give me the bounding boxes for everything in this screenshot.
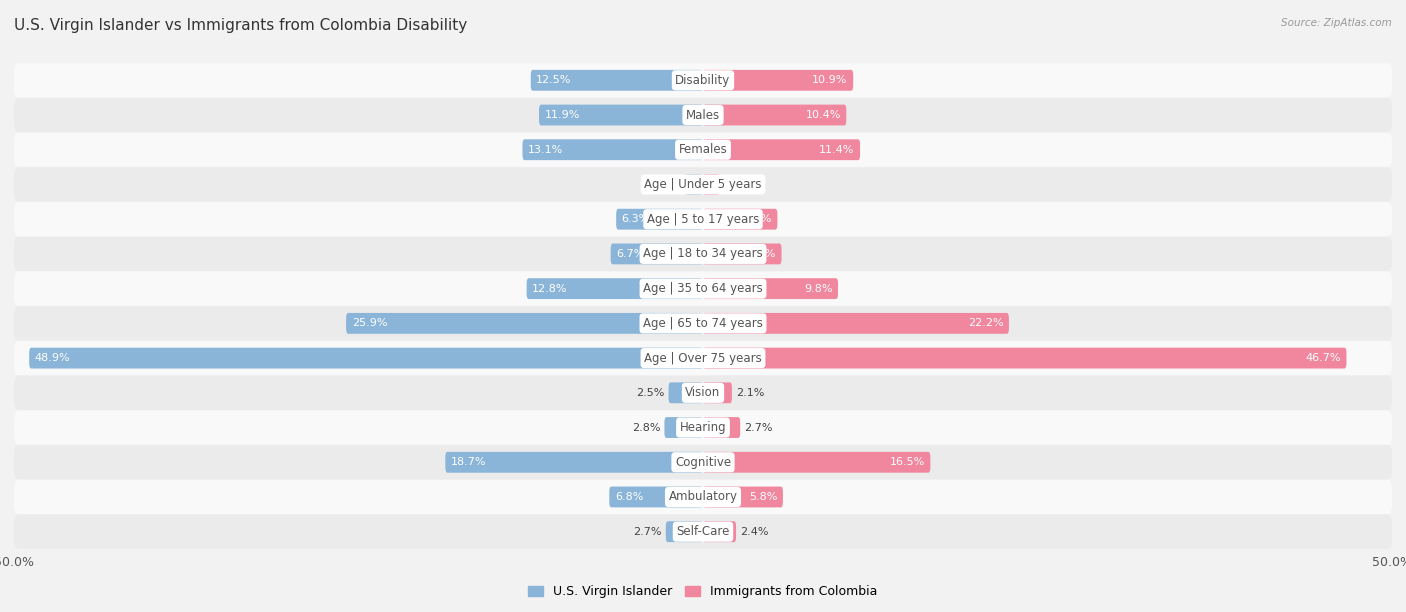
FancyBboxPatch shape bbox=[523, 140, 703, 160]
FancyBboxPatch shape bbox=[14, 446, 1392, 479]
Text: 1.3%: 1.3% bbox=[652, 179, 681, 190]
Text: 9.8%: 9.8% bbox=[804, 283, 832, 294]
Text: 6.7%: 6.7% bbox=[616, 249, 644, 259]
Text: 13.1%: 13.1% bbox=[529, 145, 564, 155]
FancyBboxPatch shape bbox=[14, 202, 1392, 236]
Text: Disability: Disability bbox=[675, 74, 731, 87]
Text: 18.7%: 18.7% bbox=[451, 457, 486, 467]
FancyBboxPatch shape bbox=[665, 417, 703, 438]
Text: 6.3%: 6.3% bbox=[621, 214, 650, 224]
FancyBboxPatch shape bbox=[703, 209, 778, 230]
FancyBboxPatch shape bbox=[14, 272, 1392, 305]
Text: 10.9%: 10.9% bbox=[813, 75, 848, 85]
Text: Age | Over 75 years: Age | Over 75 years bbox=[644, 351, 762, 365]
FancyBboxPatch shape bbox=[703, 174, 720, 195]
FancyBboxPatch shape bbox=[14, 515, 1392, 549]
FancyBboxPatch shape bbox=[14, 411, 1392, 444]
Text: Self-Care: Self-Care bbox=[676, 525, 730, 538]
Text: Age | Under 5 years: Age | Under 5 years bbox=[644, 178, 762, 191]
Text: Females: Females bbox=[679, 143, 727, 156]
FancyBboxPatch shape bbox=[14, 307, 1392, 340]
Text: Age | 35 to 64 years: Age | 35 to 64 years bbox=[643, 282, 763, 295]
FancyBboxPatch shape bbox=[685, 174, 703, 195]
Text: 2.1%: 2.1% bbox=[737, 388, 765, 398]
Text: 11.4%: 11.4% bbox=[820, 145, 855, 155]
FancyBboxPatch shape bbox=[703, 417, 740, 438]
Text: Males: Males bbox=[686, 108, 720, 122]
FancyBboxPatch shape bbox=[703, 313, 1010, 334]
Text: 5.4%: 5.4% bbox=[744, 214, 772, 224]
Text: 12.8%: 12.8% bbox=[531, 283, 568, 294]
FancyBboxPatch shape bbox=[446, 452, 703, 472]
FancyBboxPatch shape bbox=[666, 521, 703, 542]
FancyBboxPatch shape bbox=[703, 140, 860, 160]
Text: 5.7%: 5.7% bbox=[748, 249, 776, 259]
Text: 5.8%: 5.8% bbox=[749, 492, 778, 502]
FancyBboxPatch shape bbox=[610, 244, 703, 264]
FancyBboxPatch shape bbox=[703, 452, 931, 472]
Text: 2.8%: 2.8% bbox=[631, 422, 661, 433]
FancyBboxPatch shape bbox=[703, 382, 733, 403]
Text: 2.5%: 2.5% bbox=[636, 388, 665, 398]
FancyBboxPatch shape bbox=[14, 341, 1392, 375]
FancyBboxPatch shape bbox=[703, 70, 853, 91]
Text: 22.2%: 22.2% bbox=[967, 318, 1004, 329]
FancyBboxPatch shape bbox=[14, 237, 1392, 271]
FancyBboxPatch shape bbox=[703, 521, 737, 542]
FancyBboxPatch shape bbox=[703, 105, 846, 125]
Text: 46.7%: 46.7% bbox=[1305, 353, 1341, 363]
Text: 6.8%: 6.8% bbox=[614, 492, 643, 502]
Text: Source: ZipAtlas.com: Source: ZipAtlas.com bbox=[1281, 18, 1392, 28]
Text: Cognitive: Cognitive bbox=[675, 456, 731, 469]
Text: 2.7%: 2.7% bbox=[633, 527, 662, 537]
FancyBboxPatch shape bbox=[14, 480, 1392, 514]
Text: 2.7%: 2.7% bbox=[744, 422, 773, 433]
Text: 25.9%: 25.9% bbox=[352, 318, 387, 329]
FancyBboxPatch shape bbox=[609, 487, 703, 507]
FancyBboxPatch shape bbox=[14, 133, 1392, 166]
FancyBboxPatch shape bbox=[703, 348, 1347, 368]
FancyBboxPatch shape bbox=[14, 98, 1392, 132]
Text: 16.5%: 16.5% bbox=[890, 457, 925, 467]
Legend: U.S. Virgin Islander, Immigrants from Colombia: U.S. Virgin Islander, Immigrants from Co… bbox=[523, 580, 883, 603]
Text: 1.2%: 1.2% bbox=[724, 179, 752, 190]
FancyBboxPatch shape bbox=[616, 209, 703, 230]
FancyBboxPatch shape bbox=[14, 168, 1392, 201]
Text: 11.9%: 11.9% bbox=[544, 110, 579, 120]
Text: 2.4%: 2.4% bbox=[740, 527, 769, 537]
FancyBboxPatch shape bbox=[538, 105, 703, 125]
FancyBboxPatch shape bbox=[14, 63, 1392, 97]
FancyBboxPatch shape bbox=[531, 70, 703, 91]
FancyBboxPatch shape bbox=[703, 487, 783, 507]
Text: 12.5%: 12.5% bbox=[536, 75, 572, 85]
FancyBboxPatch shape bbox=[703, 278, 838, 299]
Text: Ambulatory: Ambulatory bbox=[668, 490, 738, 504]
Text: Vision: Vision bbox=[685, 386, 721, 399]
FancyBboxPatch shape bbox=[14, 376, 1392, 410]
FancyBboxPatch shape bbox=[703, 244, 782, 264]
Text: 48.9%: 48.9% bbox=[35, 353, 70, 363]
Text: 10.4%: 10.4% bbox=[806, 110, 841, 120]
Text: Hearing: Hearing bbox=[679, 421, 727, 434]
Text: Age | 5 to 17 years: Age | 5 to 17 years bbox=[647, 213, 759, 226]
FancyBboxPatch shape bbox=[346, 313, 703, 334]
FancyBboxPatch shape bbox=[527, 278, 703, 299]
Text: Age | 18 to 34 years: Age | 18 to 34 years bbox=[643, 247, 763, 261]
FancyBboxPatch shape bbox=[669, 382, 703, 403]
Text: Age | 65 to 74 years: Age | 65 to 74 years bbox=[643, 317, 763, 330]
Text: U.S. Virgin Islander vs Immigrants from Colombia Disability: U.S. Virgin Islander vs Immigrants from … bbox=[14, 18, 467, 34]
FancyBboxPatch shape bbox=[30, 348, 703, 368]
